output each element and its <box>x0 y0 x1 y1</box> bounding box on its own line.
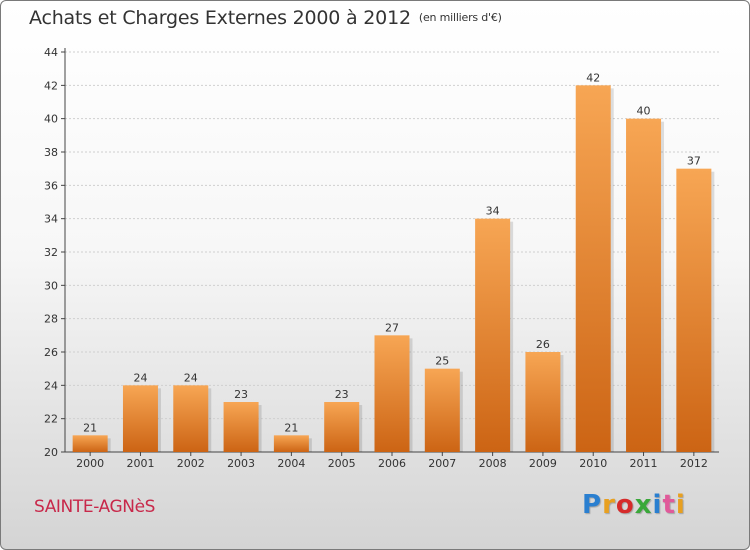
bar <box>72 435 108 452</box>
bar-value-label: 25 <box>435 355 449 368</box>
bar <box>223 402 259 452</box>
x-tick-label: 2011 <box>630 457 658 470</box>
x-tick-label: 2004 <box>277 457 305 470</box>
logo-letter: P <box>582 490 603 520</box>
chart-title-text: Achats et Charges Externes 2000 à 2012 <box>29 7 411 29</box>
bar-value-label: 42 <box>586 71 600 84</box>
x-tick-label: 2007 <box>428 457 456 470</box>
bar-value-label: 21 <box>284 421 298 434</box>
y-tick-label: 24 <box>44 379 58 392</box>
bar <box>626 118 662 453</box>
chart-units: (en milliers d'€) <box>418 11 502 24</box>
x-tick-label: 2000 <box>76 457 104 470</box>
proxiti-logo: Proxiti <box>582 490 686 520</box>
x-tick-label: 2002 <box>177 457 205 470</box>
bar-value-label: 37 <box>687 155 701 168</box>
y-tick-label: 28 <box>44 313 58 326</box>
bar-value-label: 27 <box>385 321 399 334</box>
x-tick-label: 2010 <box>579 457 607 470</box>
bar-value-label: 24 <box>133 371 147 384</box>
chart-title: Achats et Charges Externes 2000 à 2012 (e… <box>29 7 502 29</box>
bar-value-label: 24 <box>184 371 198 384</box>
bar <box>374 335 410 452</box>
logo-letter: r <box>602 490 616 520</box>
x-tick-label: 2006 <box>378 457 406 470</box>
y-tick-label: 26 <box>44 346 58 359</box>
bar <box>324 402 360 452</box>
y-tick-label: 20 <box>44 446 58 459</box>
bar <box>122 385 158 452</box>
x-tick-label: 2003 <box>227 457 255 470</box>
y-tick-label: 42 <box>44 79 58 92</box>
logo-letter: i <box>675 490 686 520</box>
bar-value-label: 40 <box>637 105 651 118</box>
bar-value-label: 23 <box>234 388 248 401</box>
bar <box>475 218 511 452</box>
y-tick-label: 38 <box>44 146 58 159</box>
bar <box>676 168 712 452</box>
x-tick-label: 2008 <box>479 457 507 470</box>
commune-name: SAINTE-AGNèS <box>34 497 156 517</box>
y-tick-label: 44 <box>44 46 58 59</box>
y-tick-label: 36 <box>44 179 58 192</box>
bar <box>525 352 561 452</box>
bar <box>575 85 611 452</box>
y-tick-label: 32 <box>44 246 58 259</box>
y-tick-label: 40 <box>44 113 58 126</box>
bar <box>424 368 460 452</box>
y-tick-label: 30 <box>44 279 58 292</box>
logo-letter: t <box>662 490 676 520</box>
bar <box>173 385 209 452</box>
bar-value-label: 21 <box>83 421 97 434</box>
y-tick-label: 22 <box>44 413 58 426</box>
x-tick-label: 2001 <box>126 457 154 470</box>
bar-value-label: 26 <box>536 338 550 351</box>
x-tick-label: 2009 <box>529 457 557 470</box>
logo-letter: i <box>652 490 663 520</box>
logo-letter: x <box>634 490 653 520</box>
logo-letter: o <box>615 490 635 520</box>
bar-value-label: 34 <box>486 205 500 218</box>
bar <box>273 435 309 452</box>
y-tick-label: 34 <box>44 213 58 226</box>
bar-value-label: 23 <box>335 388 349 401</box>
x-tick-label: 2005 <box>328 457 356 470</box>
x-tick-label: 2012 <box>680 457 708 470</box>
